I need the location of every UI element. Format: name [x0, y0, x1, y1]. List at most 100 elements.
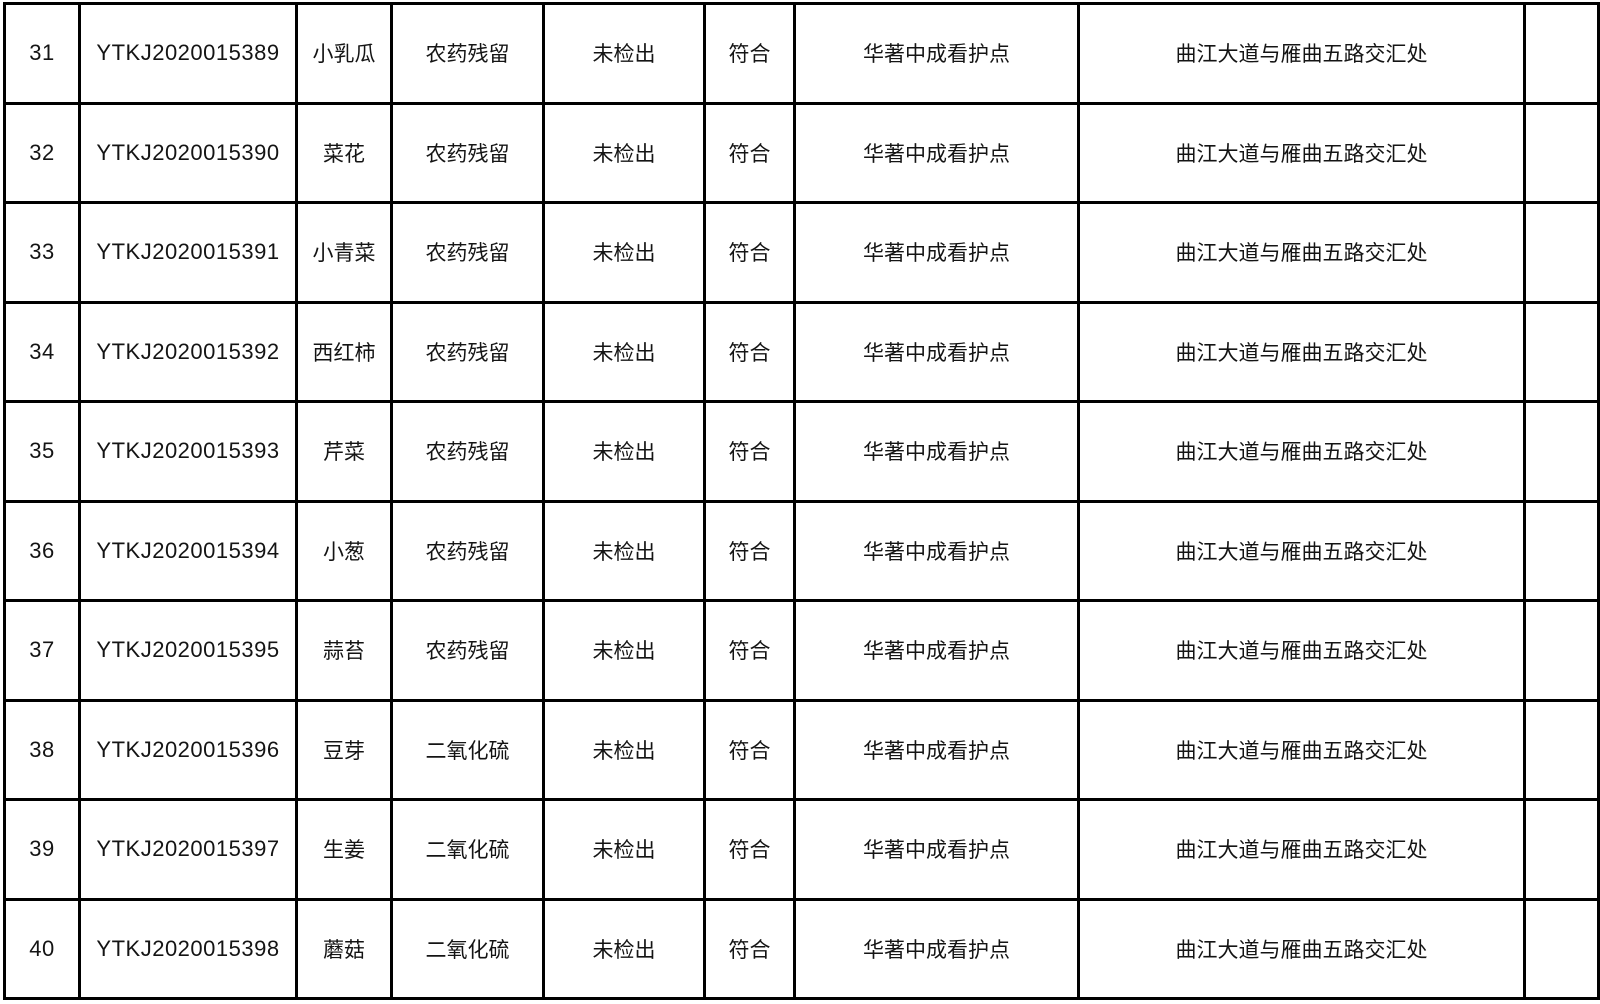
cell-no: 31	[3, 2, 81, 105]
cell-test-item: 农药残留	[390, 201, 545, 304]
cell-no: 34	[3, 300, 81, 403]
cell-remark	[1523, 300, 1600, 403]
cell-remark	[1523, 2, 1600, 105]
results-table-body: 31 YTKJ2020015389 小乳瓜 农药残留 未检出 符合 华著中成看护点 曲江大道与…	[3, 2, 1600, 1000]
cell-sampling-site: 华著中成看护点	[793, 499, 1080, 602]
cell-sampling-site: 华著中成看护点	[793, 897, 1080, 1000]
table-row: 32 YTKJ2020015390 菜花 农药残留 未检出 符合 华著中成看护点 曲江大道与雁…	[3, 101, 1600, 204]
cell-sampling-site: 华著中成看护点	[793, 300, 1080, 403]
sampling-results-table: 31 YTKJ2020015389 小乳瓜 农药残留 未检出 符合 华著中成看护点 曲江大道与…	[3, 2, 1600, 1000]
cell-address: 曲江大道与雁曲五路交汇处	[1077, 798, 1526, 901]
cell-result: 未检出	[542, 400, 706, 503]
cell-remark	[1523, 499, 1600, 602]
cell-address: 曲江大道与雁曲五路交汇处	[1077, 400, 1526, 503]
cell-sample-id: YTKJ2020015389	[78, 2, 298, 105]
cell-remark	[1523, 798, 1600, 901]
cell-sample-id: YTKJ2020015391	[78, 201, 298, 304]
cell-address: 曲江大道与雁曲五路交汇处	[1077, 897, 1526, 1000]
cell-address: 曲江大道与雁曲五路交汇处	[1077, 698, 1526, 801]
cell-conclusion: 符合	[703, 300, 796, 403]
cell-address: 曲江大道与雁曲五路交汇处	[1077, 300, 1526, 403]
table-row: 35 YTKJ2020015393 芹菜 农药残留 未检出 符合 华著中成看护点 曲江大道与雁…	[3, 400, 1600, 503]
cell-test-item: 农药残留	[390, 101, 545, 204]
cell-sample-name: 西红柿	[295, 300, 393, 403]
cell-sampling-site: 华著中成看护点	[793, 400, 1080, 503]
cell-sample-id: YTKJ2020015397	[78, 798, 298, 901]
table-row: 34 YTKJ2020015392 西红柿 农药残留 未检出 符合 华著中成看护点 曲江大道与…	[3, 300, 1600, 403]
cell-test-item: 农药残留	[390, 499, 545, 602]
cell-sample-id: YTKJ2020015398	[78, 897, 298, 1000]
cell-sample-name: 蒜苔	[295, 599, 393, 702]
table-row: 33 YTKJ2020015391 小青菜 农药残留 未检出 符合 华著中成看护点 曲江大道与…	[3, 201, 1600, 304]
cell-sample-name: 小乳瓜	[295, 2, 393, 105]
cell-sampling-site: 华著中成看护点	[793, 599, 1080, 702]
cell-test-item: 农药残留	[390, 2, 545, 105]
cell-sample-name: 小青菜	[295, 201, 393, 304]
cell-sample-id: YTKJ2020015393	[78, 400, 298, 503]
cell-sample-name: 芹菜	[295, 400, 393, 503]
cell-sample-name: 菜花	[295, 101, 393, 204]
cell-conclusion: 符合	[703, 101, 796, 204]
cell-sampling-site: 华著中成看护点	[793, 101, 1080, 204]
cell-conclusion: 符合	[703, 499, 796, 602]
cell-address: 曲江大道与雁曲五路交汇处	[1077, 101, 1526, 204]
cell-sampling-site: 华著中成看护点	[793, 798, 1080, 901]
cell-result: 未检出	[542, 201, 706, 304]
cell-sample-id: YTKJ2020015392	[78, 300, 298, 403]
cell-conclusion: 符合	[703, 798, 796, 901]
cell-address: 曲江大道与雁曲五路交汇处	[1077, 2, 1526, 105]
table-row: 38 YTKJ2020015396 豆芽 二氧化硫 未检出 符合 华著中成看护点 曲江大道与雁…	[3, 698, 1600, 801]
cell-no: 38	[3, 698, 81, 801]
table-row: 36 YTKJ2020015394 小葱 农药残留 未检出 符合 华著中成看护点 曲江大道与雁…	[3, 499, 1600, 602]
cell-test-item: 二氧化硫	[390, 798, 545, 901]
cell-no: 35	[3, 400, 81, 503]
table-row: 40 YTKJ2020015398 蘑菇 二氧化硫 未检出 符合 华著中成看护点 曲江大道与雁…	[3, 897, 1600, 1000]
cell-sample-id: YTKJ2020015394	[78, 499, 298, 602]
cell-result: 未检出	[542, 101, 706, 204]
cell-no: 32	[3, 101, 81, 204]
cell-no: 36	[3, 499, 81, 602]
cell-remark	[1523, 201, 1600, 304]
cell-sample-id: YTKJ2020015395	[78, 599, 298, 702]
table-row: 31 YTKJ2020015389 小乳瓜 农药残留 未检出 符合 华著中成看护点 曲江大道与…	[3, 2, 1600, 105]
cell-result: 未检出	[542, 2, 706, 105]
cell-no: 40	[3, 897, 81, 1000]
cell-address: 曲江大道与雁曲五路交汇处	[1077, 599, 1526, 702]
cell-conclusion: 符合	[703, 201, 796, 304]
cell-test-item: 二氧化硫	[390, 897, 545, 1000]
cell-remark	[1523, 101, 1600, 204]
cell-sample-name: 蘑菇	[295, 897, 393, 1000]
cell-conclusion: 符合	[703, 698, 796, 801]
cell-result: 未检出	[542, 897, 706, 1000]
table-row: 37 YTKJ2020015395 蒜苔 农药残留 未检出 符合 华著中成看护点 曲江大道与雁…	[3, 599, 1600, 702]
cell-test-item: 二氧化硫	[390, 698, 545, 801]
cell-remark	[1523, 599, 1600, 702]
cell-sample-name: 小葱	[295, 499, 393, 602]
cell-sample-name: 豆芽	[295, 698, 393, 801]
cell-conclusion: 符合	[703, 2, 796, 105]
cell-remark	[1523, 698, 1600, 801]
cell-conclusion: 符合	[703, 897, 796, 1000]
cell-sample-id: YTKJ2020015390	[78, 101, 298, 204]
cell-result: 未检出	[542, 798, 706, 901]
cell-address: 曲江大道与雁曲五路交汇处	[1077, 201, 1526, 304]
cell-no: 39	[3, 798, 81, 901]
cell-result: 未检出	[542, 499, 706, 602]
cell-no: 33	[3, 201, 81, 304]
cell-test-item: 农药残留	[390, 400, 545, 503]
cell-no: 37	[3, 599, 81, 702]
cell-sample-name: 生姜	[295, 798, 393, 901]
cell-sample-id: YTKJ2020015396	[78, 698, 298, 801]
cell-sampling-site: 华著中成看护点	[793, 698, 1080, 801]
cell-test-item: 农药残留	[390, 599, 545, 702]
cell-result: 未检出	[542, 698, 706, 801]
table-row: 39 YTKJ2020015397 生姜 二氧化硫 未检出 符合 华著中成看护点 曲江大道与雁…	[3, 798, 1600, 901]
cell-sampling-site: 华著中成看护点	[793, 2, 1080, 105]
cell-remark	[1523, 400, 1600, 503]
cell-conclusion: 符合	[703, 400, 796, 503]
cell-address: 曲江大道与雁曲五路交汇处	[1077, 499, 1526, 602]
cell-conclusion: 符合	[703, 599, 796, 702]
cell-result: 未检出	[542, 300, 706, 403]
cell-result: 未检出	[542, 599, 706, 702]
